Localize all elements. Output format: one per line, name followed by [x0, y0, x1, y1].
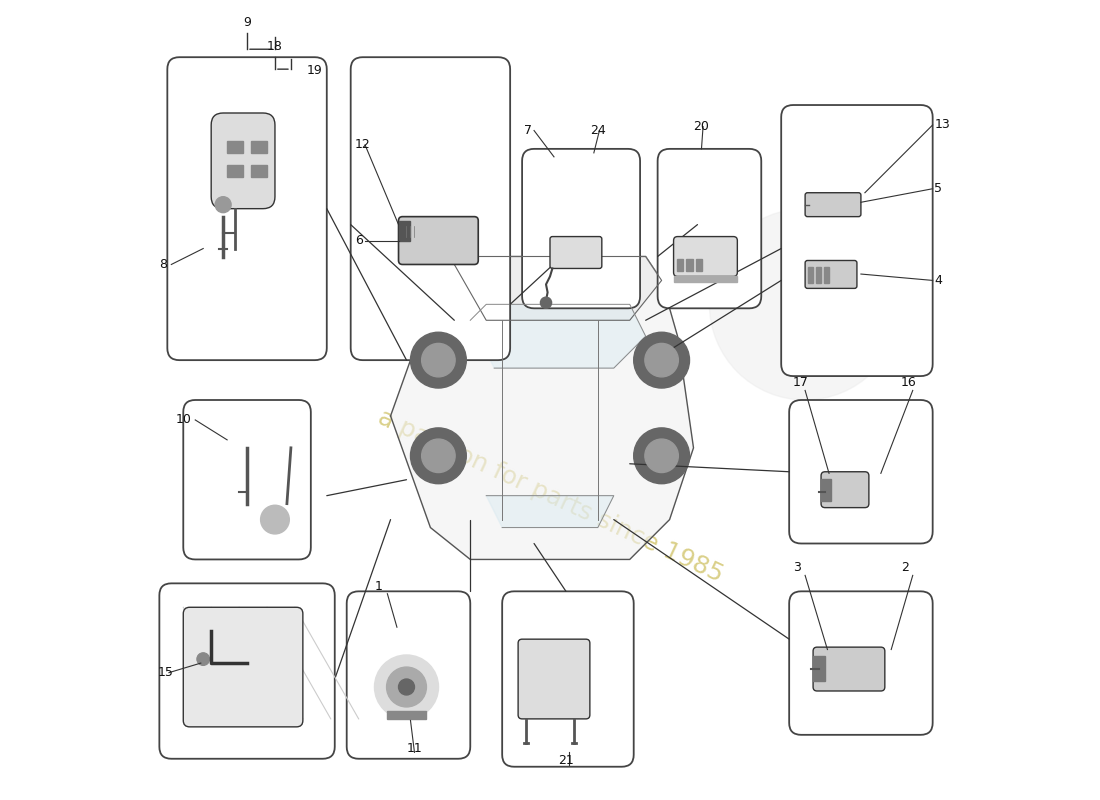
Text: 17: 17	[793, 376, 808, 389]
FancyBboxPatch shape	[522, 149, 640, 308]
Text: 21: 21	[558, 754, 574, 766]
FancyBboxPatch shape	[351, 57, 510, 360]
Bar	[816, 267, 821, 283]
Text: 24: 24	[590, 124, 606, 137]
Text: 1: 1	[375, 580, 383, 593]
Bar	[227, 165, 243, 177]
Text: a passion for parts since 1985: a passion for parts since 1985	[374, 405, 726, 586]
Bar	[227, 141, 243, 153]
FancyBboxPatch shape	[789, 591, 933, 735]
Bar	[824, 267, 829, 283]
Bar	[821, 479, 830, 502]
Text: 16: 16	[901, 376, 916, 389]
Circle shape	[386, 667, 427, 707]
Text: 7: 7	[525, 124, 532, 137]
Text: 6: 6	[354, 234, 363, 247]
Bar	[686, 259, 693, 271]
Text: 12: 12	[354, 138, 371, 151]
Text: 8: 8	[160, 258, 167, 271]
FancyBboxPatch shape	[398, 217, 478, 265]
Text: 9: 9	[243, 16, 251, 30]
FancyBboxPatch shape	[673, 237, 737, 277]
FancyBboxPatch shape	[160, 583, 334, 758]
Circle shape	[634, 428, 690, 484]
Circle shape	[216, 197, 231, 213]
FancyBboxPatch shape	[211, 113, 275, 209]
Circle shape	[410, 428, 466, 484]
Circle shape	[410, 332, 466, 388]
Polygon shape	[454, 257, 661, 320]
Bar	[386, 711, 427, 719]
Text: 5: 5	[934, 182, 943, 195]
Polygon shape	[390, 257, 693, 559]
FancyBboxPatch shape	[805, 261, 857, 288]
FancyBboxPatch shape	[789, 400, 933, 543]
FancyBboxPatch shape	[346, 591, 471, 758]
FancyBboxPatch shape	[781, 105, 933, 376]
FancyBboxPatch shape	[550, 237, 602, 269]
Text: 10: 10	[175, 414, 191, 426]
Bar	[398, 221, 410, 241]
Text: 18: 18	[267, 40, 283, 54]
FancyBboxPatch shape	[658, 149, 761, 308]
Bar	[808, 267, 813, 283]
Circle shape	[398, 679, 415, 695]
Polygon shape	[471, 304, 646, 368]
Text: 19: 19	[307, 64, 322, 77]
FancyBboxPatch shape	[813, 647, 884, 691]
Text: 4: 4	[934, 274, 942, 287]
Bar	[673, 276, 737, 282]
Circle shape	[645, 439, 679, 473]
Bar	[813, 656, 825, 682]
Text: 11: 11	[407, 742, 422, 754]
Bar	[696, 259, 702, 271]
Circle shape	[375, 655, 439, 719]
Bar	[676, 259, 683, 271]
Text: 15: 15	[157, 666, 174, 679]
Circle shape	[710, 209, 901, 400]
Bar	[251, 165, 267, 177]
FancyBboxPatch shape	[184, 400, 311, 559]
Bar	[251, 141, 267, 153]
Circle shape	[634, 332, 690, 388]
Circle shape	[197, 653, 210, 666]
FancyBboxPatch shape	[503, 591, 634, 766]
Text: 20: 20	[693, 120, 710, 133]
Circle shape	[421, 439, 455, 473]
FancyBboxPatch shape	[821, 472, 869, 508]
Text: 3: 3	[793, 561, 801, 574]
FancyBboxPatch shape	[184, 607, 302, 727]
Circle shape	[421, 343, 455, 377]
Polygon shape	[486, 496, 614, 527]
FancyBboxPatch shape	[805, 193, 861, 217]
Circle shape	[261, 506, 289, 534]
FancyBboxPatch shape	[167, 57, 327, 360]
Text: 13: 13	[934, 118, 950, 131]
Circle shape	[540, 297, 551, 308]
Circle shape	[645, 343, 679, 377]
FancyBboxPatch shape	[518, 639, 590, 719]
Text: 2: 2	[901, 561, 909, 574]
